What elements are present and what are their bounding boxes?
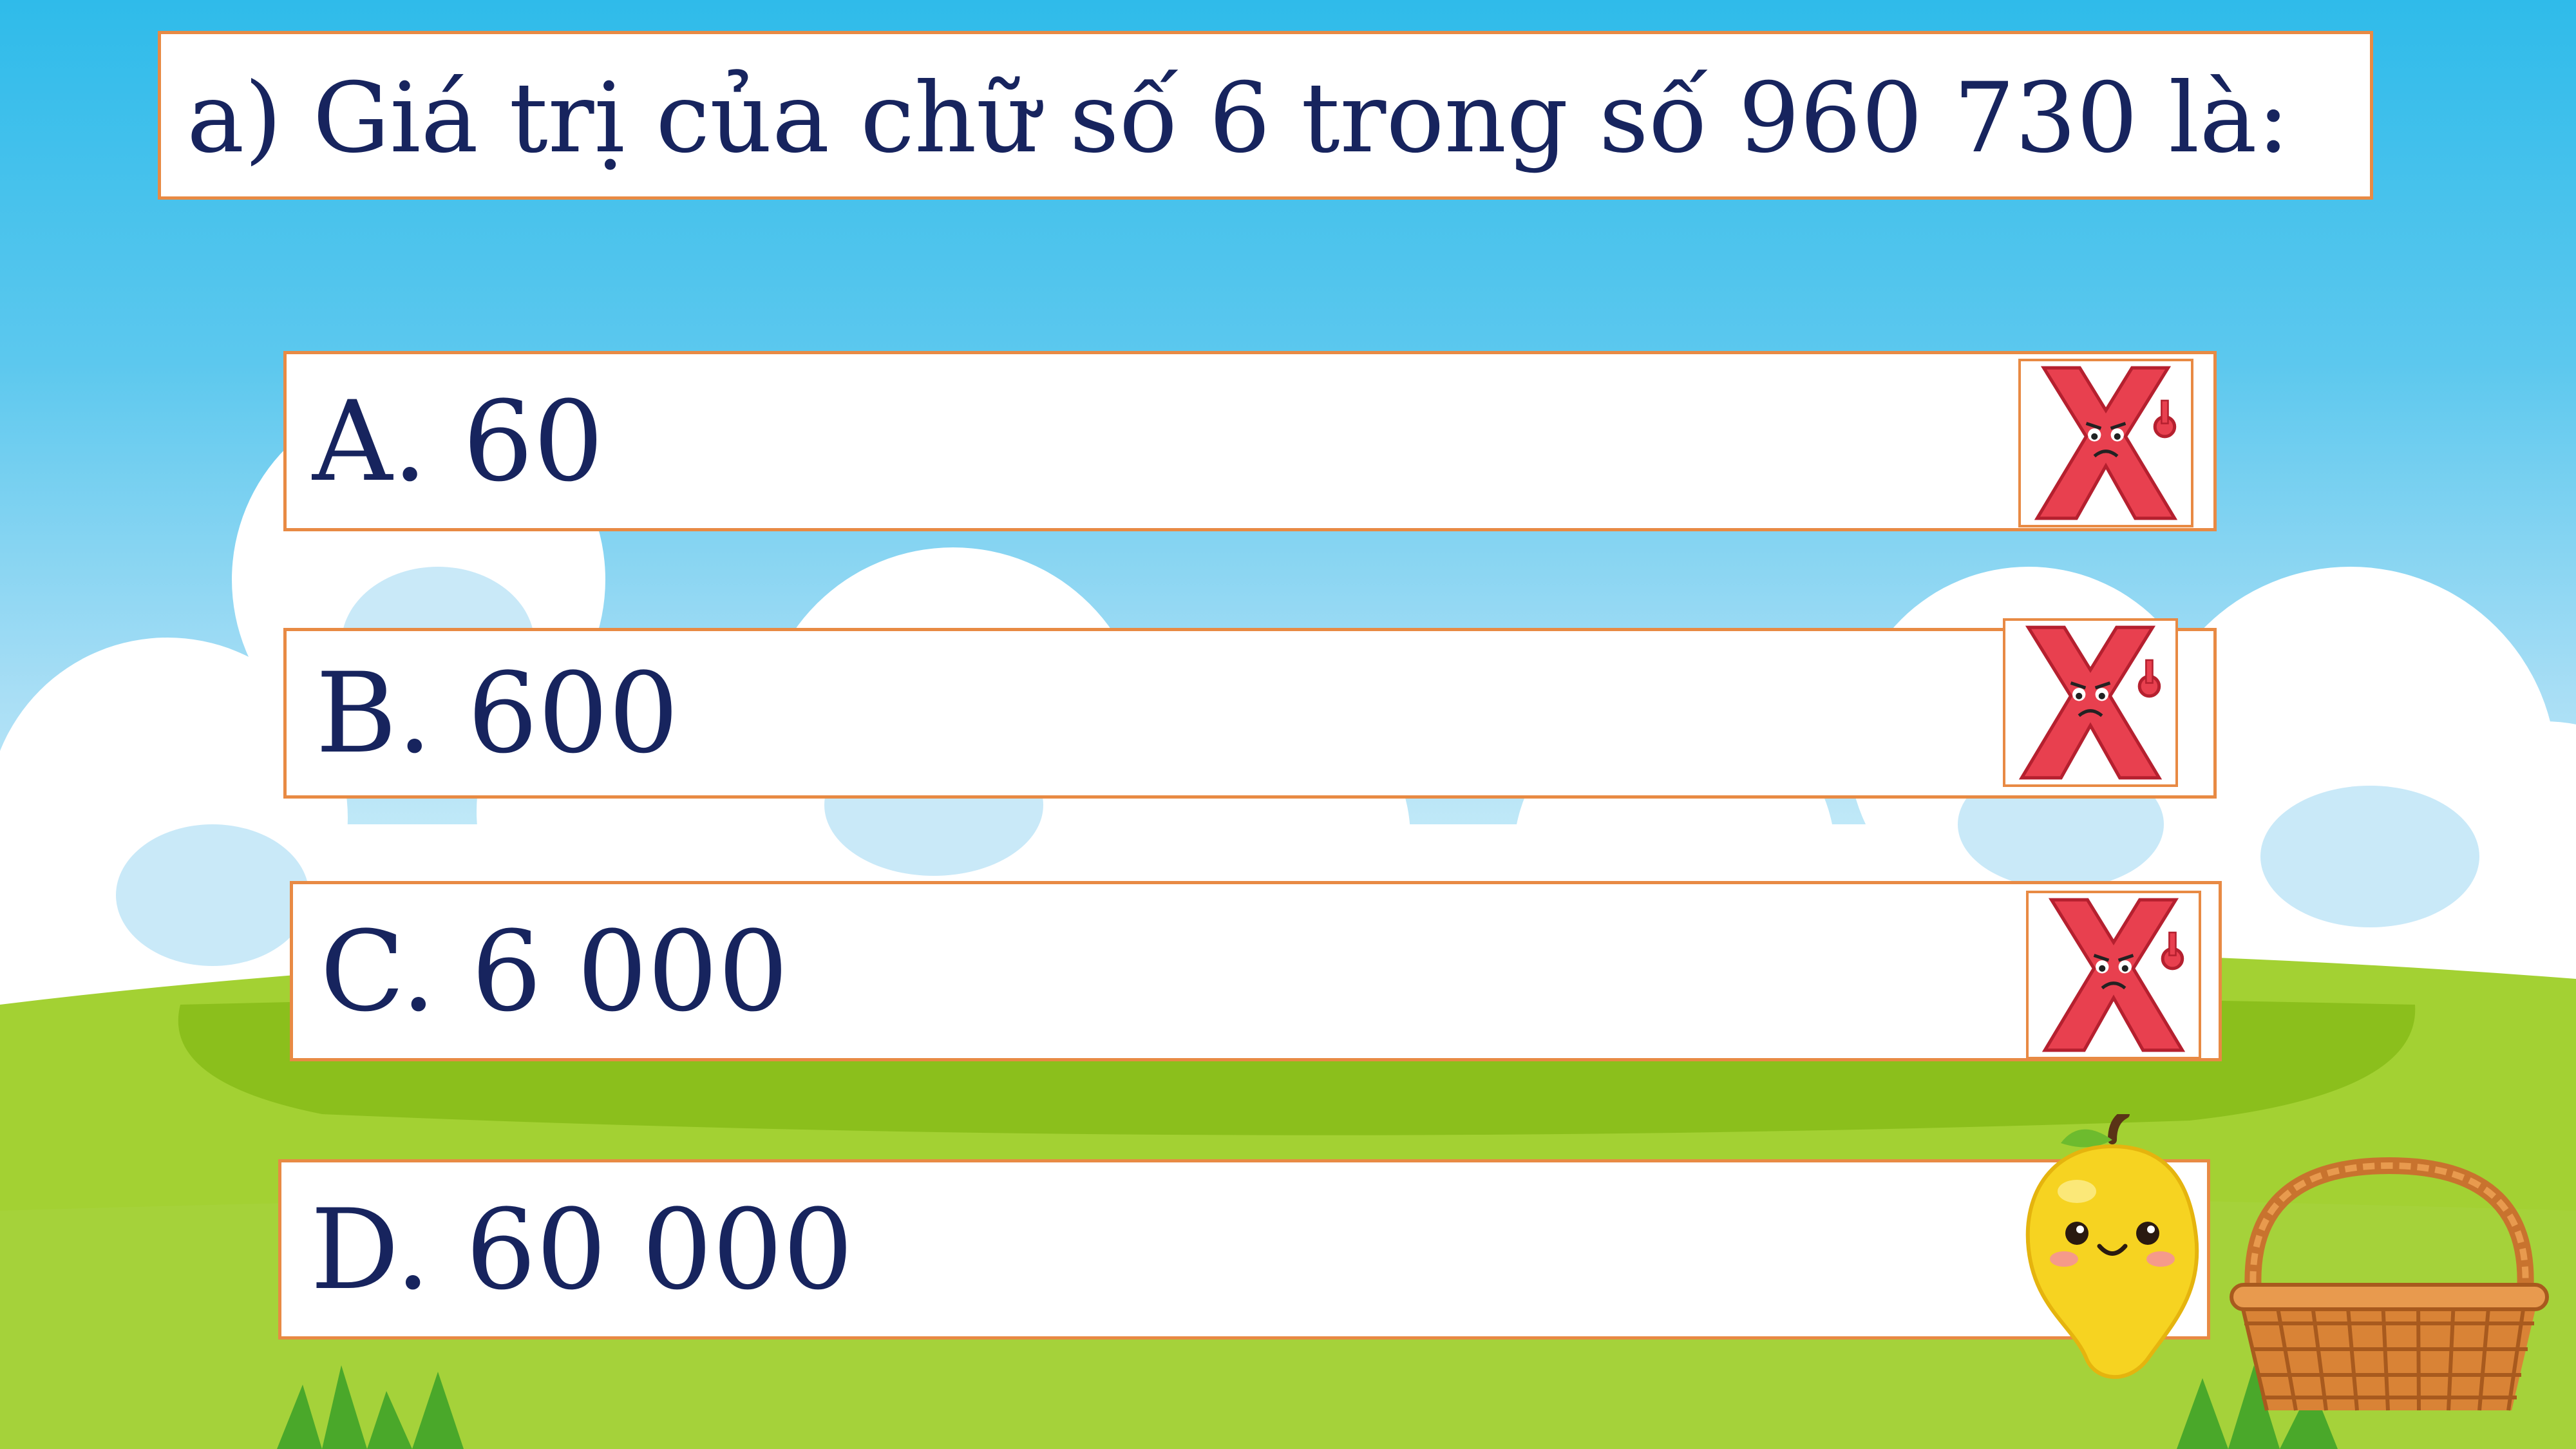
angry-red-x-icon	[2003, 618, 2178, 787]
option-b-button[interactable]: B. 600	[283, 628, 2217, 799]
wicker-basket-icon	[2230, 1157, 2549, 1411]
angry-red-x-icon	[2018, 359, 2193, 527]
smiling-mango-icon	[2025, 1114, 2199, 1379]
option-d-label: D. 60 000	[310, 1184, 853, 1314]
option-a-button[interactable]: A. 60	[283, 351, 2217, 531]
option-a-label: A. 60	[312, 376, 604, 506]
question-box: a) Giá trị của chữ số 6 trong số 960 730…	[158, 31, 2373, 200]
question-text: a) Giá trị của chữ số 6 trong số 960 730…	[187, 62, 2290, 175]
option-c-button[interactable]: C. 6 000	[290, 881, 2222, 1061]
option-c-label: C. 6 000	[320, 906, 789, 1036]
angry-red-x-icon	[2026, 891, 2201, 1059]
option-b-label: B. 600	[316, 649, 679, 778]
option-d-button[interactable]: D. 60 000	[278, 1159, 2210, 1340]
